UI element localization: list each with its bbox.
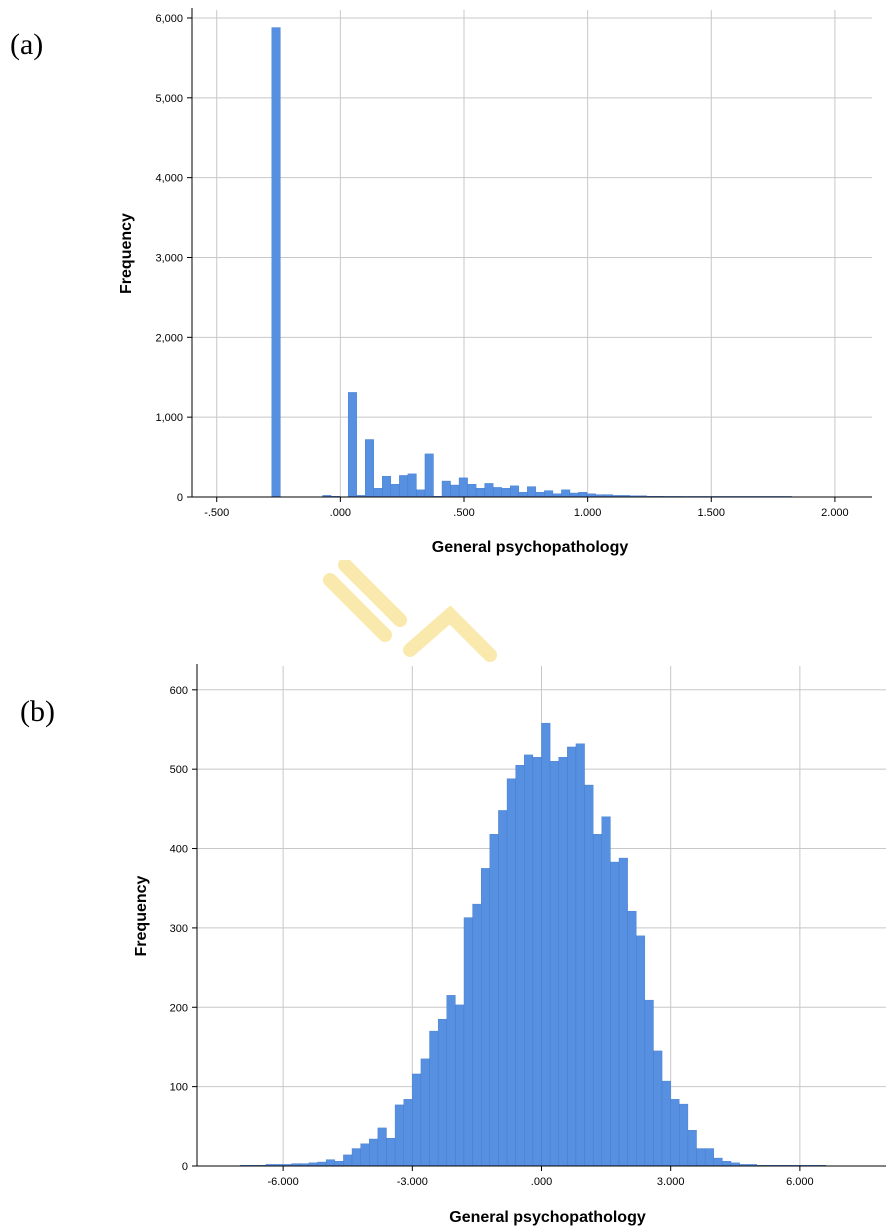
x-tick-label: .000 [330, 507, 351, 519]
x-tick-label: -.500 [204, 507, 229, 519]
x-tick-label: -3.000 [397, 1176, 428, 1188]
y-tick-label: 4,000 [155, 173, 183, 185]
y-tick-label: 300 [170, 923, 188, 935]
x-tick-label: 3.000 [657, 1176, 685, 1188]
histogram-bar [679, 1103, 689, 1167]
panel-label-a: (a) [10, 28, 44, 61]
histogram-bar [455, 1004, 465, 1167]
histogram-bar [541, 722, 551, 1167]
y-tick-label: 1,000 [155, 412, 183, 424]
histogram-bar [472, 903, 482, 1167]
histogram-bar [549, 761, 559, 1167]
x-axis-title: General psychopathology [432, 539, 629, 556]
histogram-bar [704, 1148, 714, 1167]
histogram-bar [575, 743, 585, 1167]
histogram-bar [343, 1154, 353, 1167]
y-tick-label: 200 [170, 1002, 188, 1014]
histogram-bar [592, 834, 602, 1167]
x-axis-title: General psychopathology [449, 1209, 646, 1226]
y-tick-label: 600 [170, 685, 188, 697]
histogram-bar [403, 1099, 413, 1167]
y-tick-label: 2,000 [155, 332, 183, 344]
histogram-bar [317, 1161, 327, 1167]
x-tick-label: 1.500 [698, 507, 726, 519]
histogram-bar [377, 1127, 387, 1167]
histogram-bar [532, 757, 542, 1167]
histogram-bar [567, 746, 577, 1167]
y-axis-title: Frequency [133, 875, 150, 956]
y-tick-label: 6,000 [155, 13, 183, 25]
histogram-bar [524, 754, 534, 1167]
panel-label-b: (b) [20, 695, 55, 728]
histogram-a: 0 1,000 2,000 3,000 4,000 5,000 6,000 -.500 .000… [118, 8, 872, 556]
histogram-bar [610, 861, 620, 1167]
y-tick-label: 0 [182, 1161, 188, 1173]
histogram-bar [386, 1138, 396, 1167]
x-tick-label: 6.000 [786, 1176, 814, 1188]
histogram-bar [558, 757, 568, 1167]
histogram-bar [618, 857, 628, 1167]
histogram-bar [412, 1073, 422, 1167]
histogram-bar [687, 1130, 697, 1167]
histogram-bar [351, 1148, 361, 1167]
histogram-bar [360, 1143, 370, 1167]
histogram-bar [394, 1104, 404, 1167]
y-tick-label: 500 [170, 764, 188, 776]
histogram-bar [506, 778, 516, 1167]
histogram-bar [481, 868, 491, 1167]
x-tick-label: 1.000 [574, 507, 602, 519]
x-tick-label: -6.000 [268, 1176, 299, 1188]
y-axis-title: Frequency [118, 213, 135, 294]
histogram-bar [713, 1157, 723, 1167]
histogram-bar [429, 1030, 439, 1167]
histogram-bar [661, 1080, 671, 1167]
histogram-bar [463, 917, 473, 1167]
histogram-bar [369, 1138, 379, 1167]
histogram-bar [515, 765, 525, 1167]
y-tick-label: 400 [170, 844, 188, 856]
histogram-bar [584, 784, 594, 1167]
histogram-bar [446, 995, 456, 1167]
histogram-bar [627, 911, 637, 1167]
histogram-bar [334, 1161, 344, 1167]
histogram-bar [437, 1018, 447, 1167]
histogram-bar [644, 999, 654, 1167]
y-tick-label: 5,000 [155, 93, 183, 105]
y-tick-label: 100 [170, 1082, 188, 1094]
histogram-bar [636, 935, 646, 1167]
x-tick-label: 2.000 [821, 507, 849, 519]
histogram-bar [325, 1159, 336, 1167]
histogram-bar [696, 1148, 706, 1167]
histogram-bar [420, 1058, 430, 1167]
histogram-bar [601, 816, 611, 1167]
histogram-bar [722, 1161, 732, 1167]
histogram-bar [498, 810, 508, 1167]
x-tick-label: .500 [453, 507, 474, 519]
histogram-bar [653, 1050, 663, 1167]
histogram-bar [670, 1099, 680, 1167]
y-tick-label: 3,000 [155, 252, 183, 264]
histogram-bar [489, 834, 499, 1167]
x-tick-label: .000 [531, 1176, 552, 1188]
y-tick-label: 0 [177, 492, 183, 504]
